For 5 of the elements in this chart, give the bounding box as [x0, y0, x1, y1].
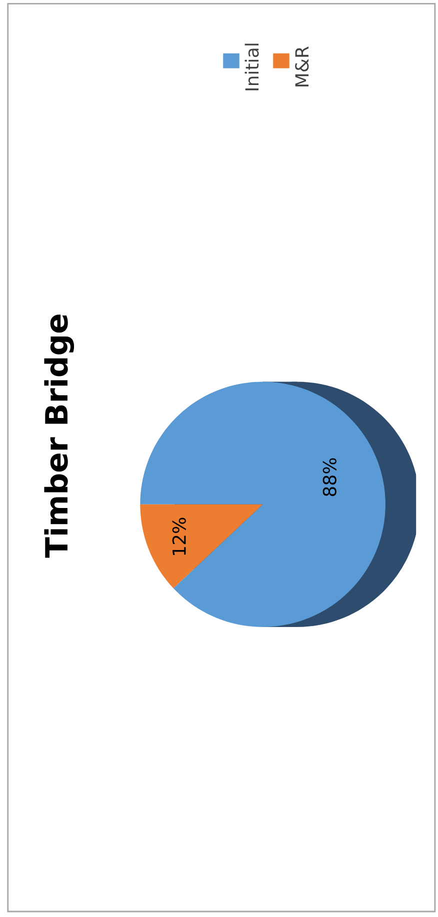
- data-label: 88%: [322, 458, 336, 496]
- text: Timber Bridge: [44, 314, 74, 558]
- legend-label: Initial: [244, 44, 259, 90]
- legend-label: M&R: [295, 46, 309, 86]
- data-label: 12%: [172, 518, 186, 555]
